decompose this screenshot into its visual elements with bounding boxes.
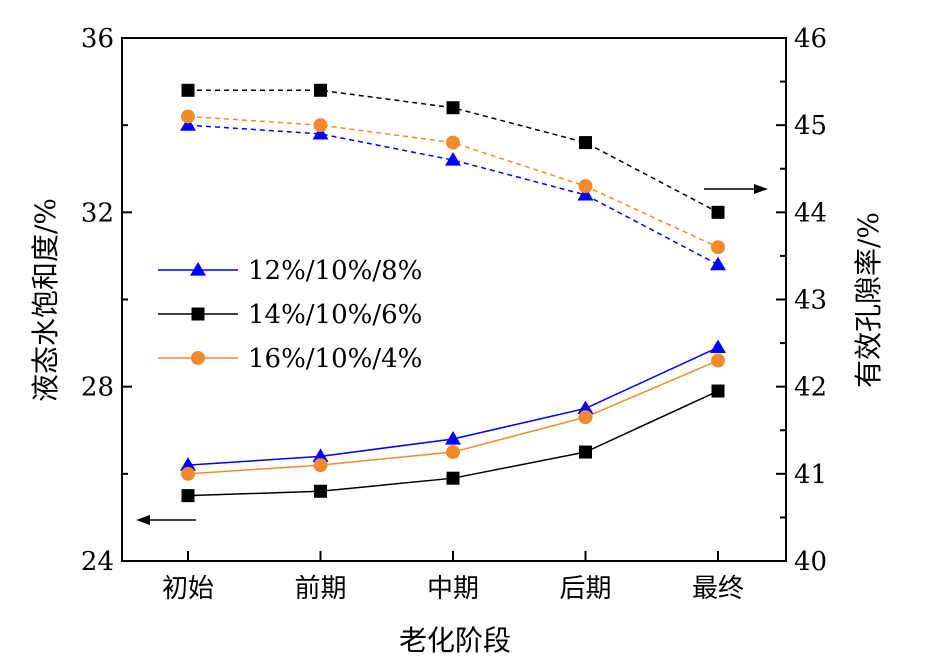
- porosity-line-16--10--4-: [187, 115, 719, 248]
- right-y-tick-label: 40: [794, 547, 827, 577]
- porosity-point-12--10--8-: [577, 186, 594, 201]
- saturation-point-12--10--8-: [710, 339, 726, 354]
- saturation-point-14--10--6-: [314, 484, 327, 498]
- porosity-point-12--10--8-: [445, 152, 461, 166]
- legend-label: 12%/10%/8%: [248, 256, 422, 286]
- porosity-point-12--10--8-: [312, 125, 329, 140]
- legend-marker: [190, 262, 206, 276]
- x-axis-title: 老化阶段: [399, 624, 511, 657]
- left-y-tick-label: 24: [81, 547, 114, 577]
- porosity-point-16--10--4-: [711, 240, 725, 255]
- legend-marker: [191, 307, 205, 321]
- porosity-line-14--10--6-: [188, 89, 719, 213]
- saturation-point-12--10--8-: [312, 448, 329, 462]
- porosity-point-14--10--6-: [446, 101, 460, 115]
- saturation-point-16--10--4-: [181, 466, 195, 481]
- left-y-tick-label: 32: [81, 198, 114, 228]
- saturation-point-12--10--8-: [577, 400, 594, 415]
- right-y-axis-title: 有效孔隙率/%: [852, 212, 885, 388]
- legend-marker: [191, 351, 205, 365]
- saturation-point-16--10--4-: [313, 458, 328, 473]
- saturation-point-16--10--4-: [711, 353, 725, 368]
- x-tick-label: 最终: [692, 574, 744, 604]
- right-y-tick-label: 44: [794, 198, 827, 228]
- legend-label: 14%/10%/6%: [248, 300, 422, 330]
- porosity-point-16--10--4-: [313, 118, 328, 133]
- saturation-point-14--10--6-: [579, 445, 592, 459]
- x-tick-label: 中期: [427, 574, 479, 604]
- left-y-tick-label: 36: [81, 24, 114, 54]
- saturation-point-16--10--4-: [578, 410, 593, 425]
- left-y-tick-label: 28: [81, 373, 114, 403]
- porosity-point-14--10--6-: [711, 205, 725, 219]
- saturation-point-12--10--8-: [445, 430, 461, 445]
- left-axis-arrowhead: [136, 515, 150, 525]
- right-y-tick-label: 43: [794, 286, 827, 316]
- porosity-point-16--10--4-: [446, 135, 460, 150]
- left-y-axis-title: 液态水饱和度/%: [29, 198, 62, 402]
- saturation-point-14--10--6-: [181, 489, 195, 503]
- right-axis-arrowhead: [754, 184, 768, 194]
- porosity-point-14--10--6-: [181, 83, 195, 97]
- porosity-point-12--10--8-: [180, 117, 196, 131]
- porosity-point-16--10--4-: [181, 109, 195, 124]
- right-y-tick-label: 41: [794, 460, 827, 490]
- saturation-point-16--10--4-: [446, 445, 460, 460]
- legend-label: 16%/10%/4%: [248, 344, 422, 374]
- x-tick-label: 后期: [559, 574, 611, 604]
- right-y-tick-label: 46: [794, 24, 827, 54]
- right-y-tick-label: 45: [794, 111, 827, 141]
- x-tick-label: 前期: [294, 574, 346, 604]
- saturation-point-12--10--8-: [180, 457, 196, 471]
- porosity-point-14--10--6-: [579, 136, 592, 150]
- x-tick-label: 初始: [162, 574, 214, 604]
- porosity-point-12--10--8-: [710, 256, 726, 271]
- right-y-tick-label: 42: [794, 373, 827, 403]
- porosity-point-14--10--6-: [314, 83, 327, 97]
- saturation-point-14--10--6-: [711, 384, 725, 398]
- porosity-point-16--10--4-: [578, 179, 593, 194]
- saturation-point-14--10--6-: [446, 471, 460, 485]
- porosity-line-12--10--8-: [187, 124, 719, 266]
